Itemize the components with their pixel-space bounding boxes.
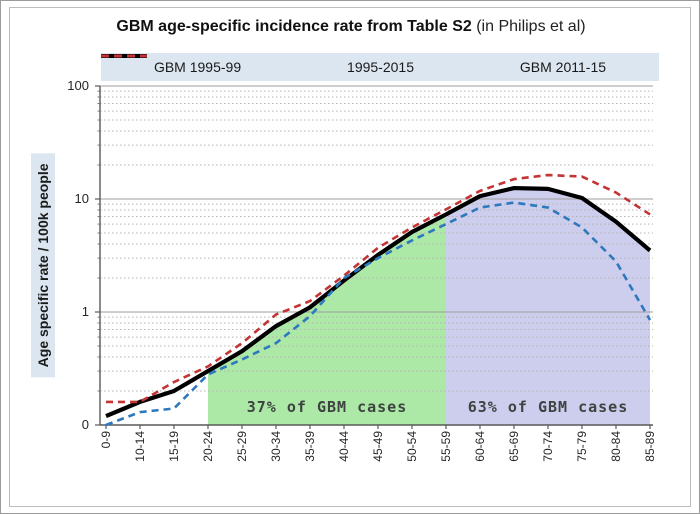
shaded-region-0 — [208, 214, 446, 425]
x-tick-label: 65-69 — [507, 431, 521, 462]
x-tick-label: 35-39 — [303, 431, 317, 462]
series-line-gbm-2011-15 — [106, 173, 651, 404]
x-tick-label: 45-49 — [371, 431, 385, 462]
chart-title: GBM age-specific incidence rate from Tab… — [1, 18, 699, 36]
x-tick-label: 30-34 — [269, 431, 283, 462]
legend-item-gbm-2011-15: GBM 2011-15 — [101, 54, 607, 75]
x-tick-label: 10-14 — [133, 431, 147, 462]
series-line-gbm-1995-99 — [105, 201, 652, 427]
y-tick-label: 0 — [81, 417, 89, 432]
shaded-region-1 — [446, 188, 650, 425]
x-tick-label: 85-89 — [643, 431, 657, 462]
region-annotation-0: 37% of GBM cases — [246, 398, 408, 416]
legend: GBM 1995-99 1995-2015 GBM 2011-15 — [101, 53, 659, 81]
x-tick-label: 40-44 — [337, 431, 351, 462]
legend-label: GBM 1995-99 — [153, 59, 242, 75]
y-tick-label: 10 — [74, 191, 89, 206]
legend-label: 1995-2015 — [347, 59, 414, 75]
chart-title-main: GBM age-specific incidence rate from Tab… — [116, 18, 472, 35]
y-tick-label: 100 — [67, 78, 89, 93]
x-tick-label: 55-59 — [439, 431, 453, 462]
legend-label: GBM 2011-15 — [519, 59, 607, 75]
region-annotation-1: 63% of GBM cases — [467, 398, 629, 416]
y-tick-label: 1 — [81, 304, 89, 319]
x-tick-label: 50-54 — [405, 431, 419, 462]
x-tick-label: 0-9 — [99, 431, 113, 449]
x-tick-label: 80-84 — [609, 431, 623, 462]
series-line-1995-2015 — [105, 185, 652, 418]
x-tick-label: 15-19 — [167, 431, 181, 462]
x-tick-label: 20-24 — [201, 431, 215, 462]
chart-title-suffix: (in Philips et al) — [471, 18, 586, 35]
legend-marker-dashed-red-icon — [101, 54, 147, 58]
x-tick-label: 70-74 — [541, 431, 555, 462]
x-tick-label: 60-64 — [473, 431, 487, 462]
x-tick-label: 75-79 — [575, 431, 589, 462]
x-tick-label: 25-29 — [235, 431, 249, 462]
